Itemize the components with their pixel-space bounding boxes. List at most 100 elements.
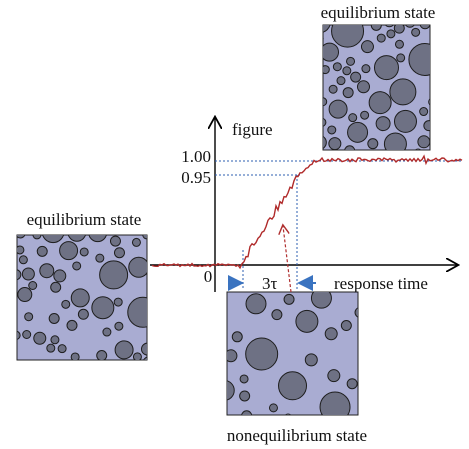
particle <box>18 288 32 302</box>
particle <box>362 65 370 73</box>
particle <box>114 298 122 306</box>
particle <box>412 28 420 36</box>
particle <box>110 236 120 246</box>
particle <box>40 264 54 278</box>
particle <box>305 354 317 366</box>
particle <box>333 63 341 71</box>
state-label: nonequilibrium state <box>227 426 367 445</box>
particle <box>71 353 79 361</box>
origin-label: 0 <box>204 267 213 286</box>
particle <box>47 344 55 352</box>
particle <box>351 72 361 82</box>
particle <box>129 257 149 277</box>
particle <box>92 297 114 319</box>
particle <box>49 313 59 323</box>
particle <box>12 331 20 339</box>
particle <box>345 146 355 156</box>
particle <box>34 332 46 344</box>
particle <box>320 392 350 422</box>
particle <box>246 294 266 314</box>
level-label: 0.95 <box>181 168 211 187</box>
particle <box>78 309 88 319</box>
particle <box>97 351 107 361</box>
particle <box>318 118 326 126</box>
state-label: equilibrium state <box>321 3 436 22</box>
particle <box>387 30 395 38</box>
pointer-arrow <box>283 226 291 292</box>
particle <box>325 328 337 340</box>
particle <box>279 372 307 400</box>
particle <box>23 331 31 339</box>
particle <box>374 56 398 80</box>
particle <box>37 246 47 256</box>
particle <box>96 254 104 262</box>
particle <box>132 238 140 246</box>
particle <box>242 411 252 421</box>
particle <box>343 88 353 98</box>
particle <box>269 404 277 412</box>
particle <box>214 380 234 400</box>
particle <box>58 345 66 353</box>
time-label: 3τ <box>262 274 278 293</box>
particle <box>73 262 81 270</box>
diagram: equilibrium state equilibrium state none… <box>0 0 469 449</box>
particle <box>51 336 59 344</box>
particle <box>114 248 124 258</box>
particle <box>343 67 351 75</box>
particle <box>62 300 70 308</box>
particle <box>376 117 390 131</box>
particle <box>377 34 385 42</box>
particle <box>424 121 434 131</box>
particle <box>384 133 406 155</box>
particle <box>315 35 323 43</box>
particle <box>115 341 133 359</box>
particle <box>80 248 88 256</box>
particle <box>60 242 78 260</box>
particle <box>395 40 403 48</box>
particle <box>51 282 61 292</box>
particle <box>418 136 430 148</box>
particle <box>397 54 405 62</box>
particle <box>321 43 339 61</box>
particle <box>143 357 153 367</box>
particle <box>368 139 378 149</box>
particle <box>240 375 248 383</box>
particle <box>22 268 34 280</box>
particle <box>128 297 158 327</box>
particle <box>429 98 437 106</box>
axis-label: response time <box>334 274 428 293</box>
particle <box>312 135 326 149</box>
particle <box>16 246 24 254</box>
particle <box>296 310 318 332</box>
particle <box>361 111 369 119</box>
particle <box>361 41 373 53</box>
particle <box>311 288 331 308</box>
particle <box>390 79 416 105</box>
particle <box>394 110 416 132</box>
particle <box>341 321 351 331</box>
particle <box>347 379 357 389</box>
particle <box>349 114 357 122</box>
particle <box>232 332 242 342</box>
particle <box>348 122 368 142</box>
particle <box>328 126 336 134</box>
particle <box>100 261 128 289</box>
level-label: 1.00 <box>181 147 211 166</box>
particle <box>347 57 355 65</box>
particle <box>409 43 441 75</box>
particle <box>103 328 111 336</box>
particle <box>54 270 66 282</box>
particle <box>329 138 341 150</box>
particle <box>115 322 123 330</box>
particle <box>284 294 294 304</box>
particle <box>329 85 337 93</box>
particle <box>19 256 27 264</box>
particle <box>369 92 391 114</box>
particle <box>355 307 365 317</box>
particle <box>71 289 89 307</box>
particle <box>29 282 37 290</box>
particle <box>133 353 141 361</box>
particle <box>25 313 33 321</box>
particle <box>337 77 345 85</box>
axis-label: figure <box>232 120 273 139</box>
